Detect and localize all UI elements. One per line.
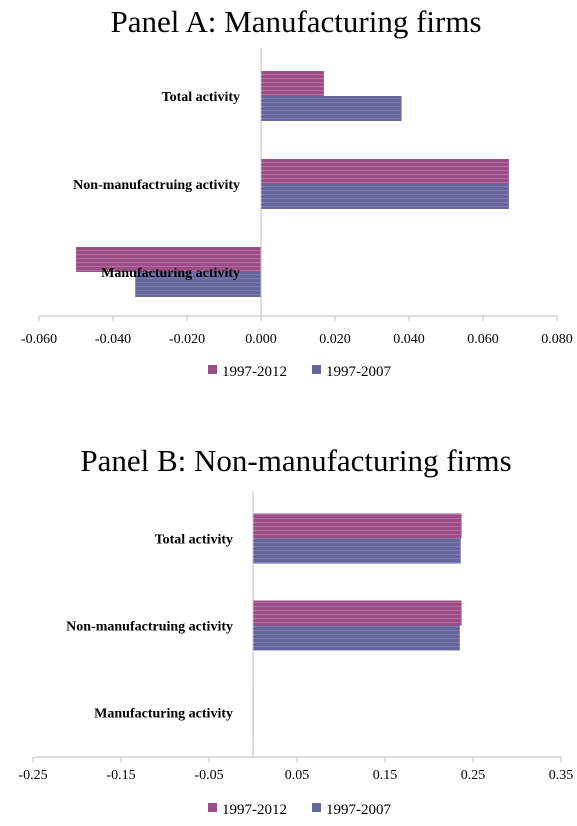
panel-a-bars	[76, 71, 509, 297]
bar-1997-2012-2	[76, 247, 261, 272]
x-tick-label: -0.15	[106, 768, 135, 783]
category-label: Manufacturing activity	[94, 707, 233, 722]
legend-label: 1997-2007	[326, 802, 391, 818]
legend-label: 1997-2012	[222, 364, 287, 380]
bar-1997-2007-0	[261, 96, 402, 121]
legend-swatch-1997-2012	[208, 365, 217, 374]
x-tick-label: 0.15	[373, 768, 398, 783]
x-tick-label: 0.040	[393, 332, 425, 347]
bar-1997-2012-1	[261, 159, 509, 184]
bar-1997-2012-1	[253, 600, 462, 626]
bar-1997-2007-1	[253, 625, 460, 651]
legend-label: 1997-2007	[326, 364, 391, 380]
panel-b-title: Panel B: Non-manufacturing firms	[80, 443, 511, 478]
panel-b-category-labels: Total activity Non-manufactruing activity…	[66, 533, 233, 722]
bar-1997-2012-0	[253, 513, 462, 539]
legend-swatch-1997-2007	[312, 365, 321, 374]
legend-label: 1997-2012	[222, 802, 287, 818]
x-tick-label: 0.05	[285, 768, 310, 783]
bar-1997-2007-2	[135, 272, 261, 297]
panel-a-title: Panel A: Manufacturing firms	[110, 4, 481, 39]
panel-b-bars	[253, 513, 462, 738]
bar-1997-2007-1	[261, 184, 509, 209]
x-tick-label: 0.35	[549, 768, 574, 783]
panel-a-legend: 1997-2012 1997-2007	[208, 364, 391, 380]
panel-a: Panel A: Manufacturing firms -0.060 -0.04…	[21, 4, 573, 380]
x-tick-label: -0.05	[194, 768, 223, 783]
panel-b: Panel B: Non-manufacturing firms -0.25 -0…	[18, 443, 573, 818]
category-label: Non-manufactruing activity	[66, 620, 233, 635]
x-tick-label: -0.060	[21, 332, 57, 347]
legend-swatch-1997-2012	[208, 803, 217, 812]
x-tick-label: -0.020	[169, 332, 205, 347]
panel-b-x-axis: -0.25 -0.15 -0.05 0.05 0.15 0.25 0.35	[18, 491, 573, 783]
category-label: Total activity	[155, 533, 233, 548]
panel-a-category-labels: Total activity Non-manufactruing activity…	[73, 90, 240, 281]
bar-1997-2007-0	[253, 538, 461, 564]
bar-1997-2012-0	[261, 71, 324, 96]
category-label: Total activity	[162, 90, 240, 105]
x-tick-label: 0.060	[467, 332, 499, 347]
x-tick-label: -0.25	[18, 768, 47, 783]
x-tick-label: 0.020	[319, 332, 351, 347]
panel-a-x-axis: -0.060 -0.040 -0.020 0.000 0.020 0.040 0.060 0.…	[21, 48, 573, 347]
category-label: Non-manufactruing activity	[73, 178, 240, 193]
legend-swatch-1997-2007	[312, 803, 321, 812]
panel-b-legend: 1997-2012 1997-2007	[208, 802, 391, 818]
x-tick-label: -0.040	[95, 332, 131, 347]
category-label: Manufacturing activity	[101, 266, 240, 281]
x-tick-label: 0.080	[541, 332, 573, 347]
x-tick-label: 0.000	[245, 332, 277, 347]
x-tick-label: 0.25	[461, 768, 486, 783]
